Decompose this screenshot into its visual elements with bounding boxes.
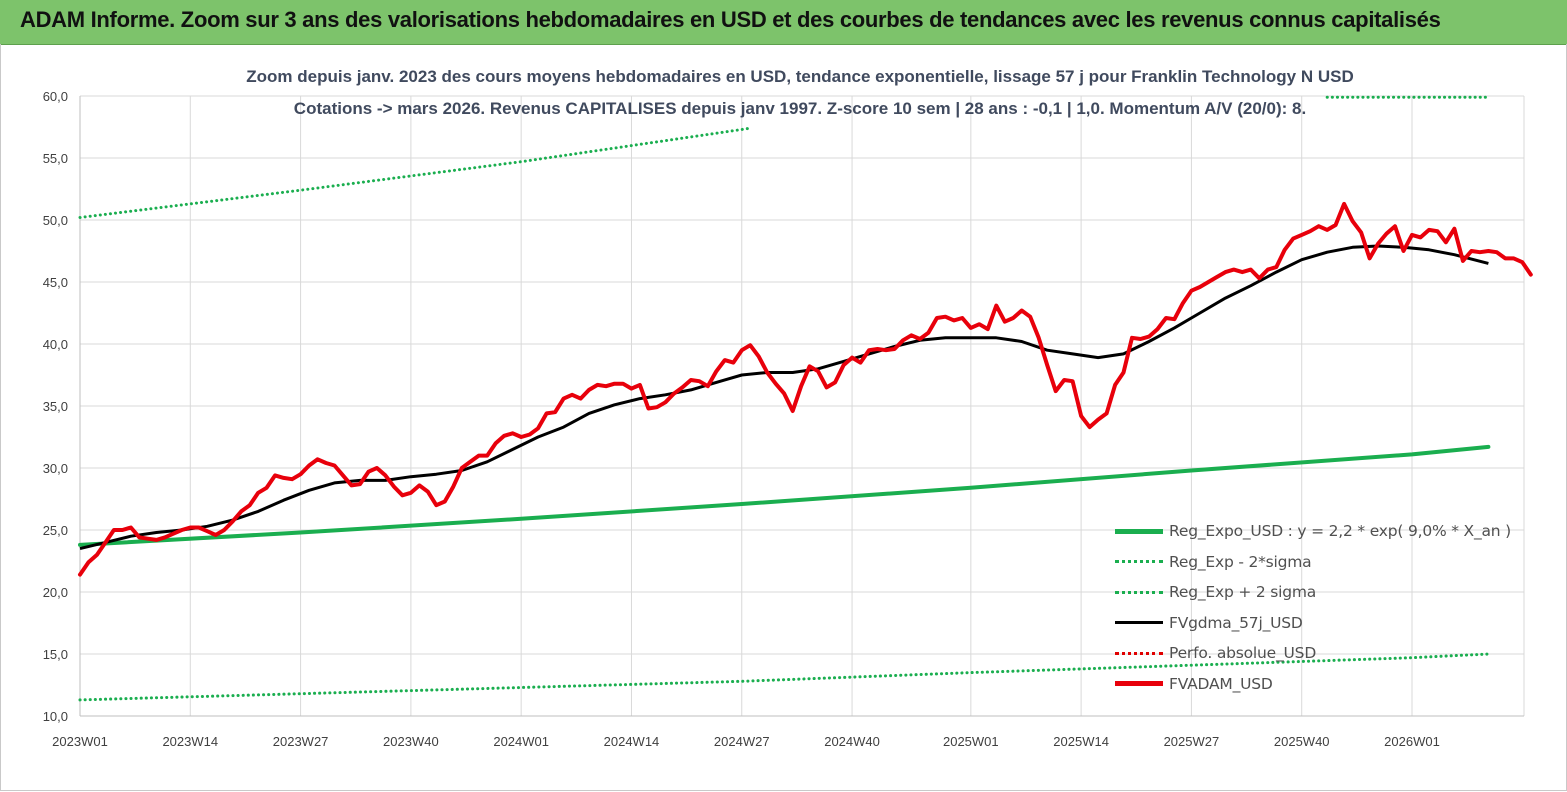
legend-item: Reg_Expo_USD : y = 2,2 * exp( 9,0% * X_a… — [1115, 516, 1545, 547]
y-tick-label: 60,0 — [43, 89, 68, 104]
series-line-reg-exp-2-sigma — [78, 95, 1490, 219]
y-tick-label: 40,0 — [43, 337, 68, 352]
x-tick-label: 2024W27 — [714, 734, 770, 749]
legend-item: Reg_Exp + 2 sigma — [1115, 577, 1545, 608]
legend-swatch — [1115, 560, 1163, 564]
y-tick-label: 35,0 — [43, 399, 68, 414]
y-tick-label: 45,0 — [43, 275, 68, 290]
series-line-fvadam-usd — [78, 201, 1533, 577]
y-tick-label: 10,0 — [43, 709, 68, 724]
y-tick-label: 50,0 — [43, 213, 68, 228]
legend-label: Reg_Exp + 2 sigma — [1169, 583, 1317, 602]
legend-label: Reg_Exp - 2*sigma — [1169, 552, 1312, 571]
legend-label: FVgdma_57j_USD — [1169, 613, 1303, 632]
x-tick-label: 2023W14 — [162, 734, 218, 749]
legend-swatch — [1115, 651, 1163, 655]
x-tick-label: 2023W40 — [383, 734, 439, 749]
legend-swatch — [1115, 590, 1163, 594]
legend-item: Perfo. absolue_USD — [1115, 638, 1545, 669]
y-tick-label: 15,0 — [43, 647, 68, 662]
chart-legend: Reg_Expo_USD : y = 2,2 * exp( 9,0% * X_a… — [1115, 516, 1545, 699]
legend-label: Perfo. absolue_USD — [1169, 644, 1317, 663]
x-tick-label: 2023W27 — [273, 734, 329, 749]
x-tick-label: 2026W01 — [1384, 734, 1440, 749]
x-tick-label: 2024W14 — [604, 734, 660, 749]
series-line-fvgdma-57j-usd — [79, 244, 1489, 551]
x-tick-label: 2023W01 — [52, 734, 108, 749]
report-banner: ADAM Informe. Zoom sur 3 ans des valoris… — [0, 0, 1567, 45]
x-tick-label: 2025W14 — [1053, 734, 1109, 749]
report-title: ADAM Informe. Zoom sur 3 ans des valoris… — [20, 7, 1441, 32]
y-tick-label: 30,0 — [43, 461, 68, 476]
legend-item: FVADAM_USD — [1115, 669, 1545, 700]
legend-item: Reg_Exp - 2*sigma — [1115, 547, 1545, 578]
x-tick-label: 2024W40 — [824, 734, 880, 749]
y-tick-label: 25,0 — [43, 523, 68, 538]
legend-label: FVADAM_USD — [1169, 674, 1273, 693]
x-tick-label: 2025W27 — [1164, 734, 1220, 749]
x-tick-label: 2025W40 — [1274, 734, 1330, 749]
legend-item: FVgdma_57j_USD — [1115, 608, 1545, 639]
chart-title-line-2: Cotations -> mars 2026. Revenus CAPITALI… — [293, 99, 1307, 118]
y-tick-label: 55,0 — [43, 151, 68, 166]
legend-swatch — [1115, 681, 1163, 687]
x-tick-label: 2025W01 — [943, 734, 999, 749]
series-line-reg-exp-2-sigma — [78, 652, 1490, 702]
x-tick-label: 2024W01 — [493, 734, 549, 749]
y-tick-label: 20,0 — [43, 585, 68, 600]
legend-label: Reg_Expo_USD : y = 2,2 * exp( 9,0% * X_a… — [1169, 522, 1511, 541]
chart-title-line-1: Zoom depuis janv. 2023 des cours moyens … — [246, 67, 1354, 86]
legend-swatch — [1115, 528, 1163, 534]
legend-swatch — [1115, 621, 1163, 625]
series-line-reg-expo-usd-y-2-2-exp-9-0-x-an — [78, 444, 1491, 547]
